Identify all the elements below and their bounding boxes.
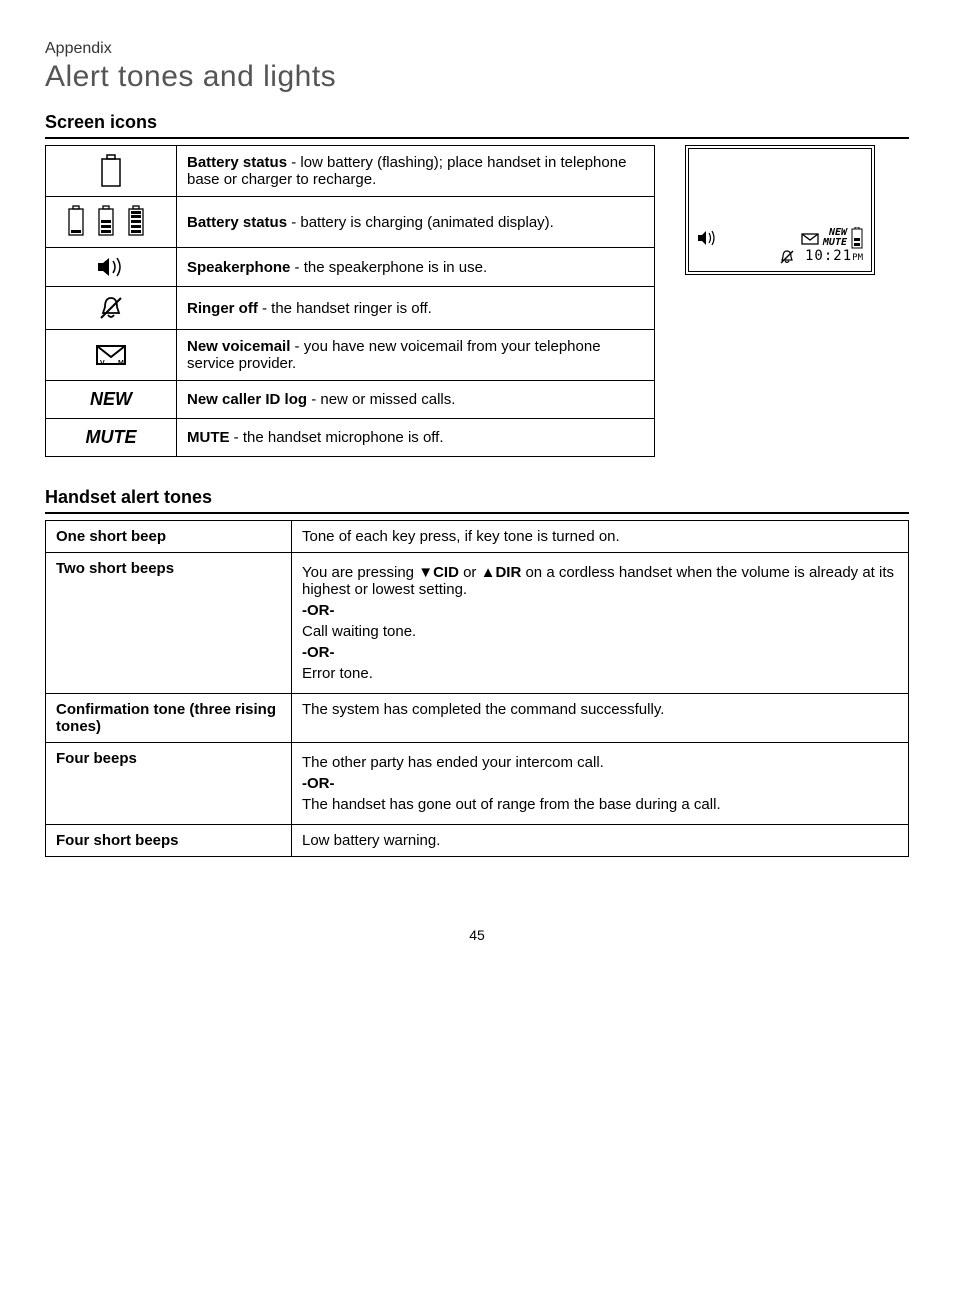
table-row: Battery status - low battery (flashing);… <box>46 146 655 197</box>
cid-label: CID <box>433 564 459 581</box>
display-ampm: PM <box>852 253 863 263</box>
text: or <box>459 564 481 581</box>
tone-desc: You are pressing ▼CID or ▲DIR on a cordl… <box>292 553 909 694</box>
speakerphone-icon <box>96 258 126 275</box>
battery-charging-title: Battery status <box>187 214 287 231</box>
tone-name: Two short beeps <box>46 553 292 694</box>
or-label: -OR- <box>302 775 898 792</box>
svg-text:M: M <box>118 360 124 366</box>
text: Error tone. <box>302 665 898 682</box>
tone-name: One short beep <box>46 521 292 553</box>
new-cid-desc: - new or missed calls. <box>307 391 455 408</box>
new-label: NEW <box>90 389 132 409</box>
new-cid-title: New caller ID log <box>187 391 307 408</box>
table-row: MUTE MUTE - the handset microphone is of… <box>46 419 655 457</box>
screen-icons-table: Battery status - low battery (flashing);… <box>45 145 655 457</box>
ringer-off-desc: - the handset ringer is off. <box>258 300 432 317</box>
tone-desc: Low battery warning. <box>292 825 909 857</box>
section-screen-icons: Screen icons <box>45 112 909 139</box>
speakerphone-title: Speakerphone <box>187 259 290 276</box>
battery-charging-desc: - battery is charging (animated display)… <box>287 214 554 231</box>
table-row: NEW New caller ID log - new or missed ca… <box>46 381 655 419</box>
text: Call waiting tone. <box>302 623 898 640</box>
tone-name: Four short beeps <box>46 825 292 857</box>
table-row: Ringer off - the handset ringer is off. <box>46 287 655 330</box>
dir-label: DIR <box>495 564 521 581</box>
or-label: -OR- <box>302 602 898 619</box>
display-battery-icon <box>851 227 863 249</box>
appendix-label: Appendix <box>45 40 909 58</box>
voicemail-icon: VM <box>95 346 127 363</box>
display-time: 10:21 <box>805 248 852 264</box>
battery-low-title: Battery status <box>187 154 287 171</box>
handset-display: NEW MUTE 10:21PM <box>685 145 875 275</box>
table-row: Four short beeps Low battery warning. <box>46 825 909 857</box>
table-row: VM New voicemail - you have new voicemai… <box>46 330 655 381</box>
mute-title: MUTE <box>187 429 230 446</box>
table-row: One short beep Tone of each key press, i… <box>46 521 909 553</box>
ringer-off-title: Ringer off <box>187 300 258 317</box>
tone-desc: The other party has ended your intercom … <box>292 743 909 825</box>
display-speaker-icon <box>697 230 719 246</box>
text: The other party has ended your intercom … <box>302 754 898 771</box>
tone-name: Confirmation tone (three rising tones) <box>46 694 292 743</box>
table-row: Confirmation tone (three rising tones) T… <box>46 694 909 743</box>
ringer-off-icon <box>98 299 124 316</box>
svg-text:V: V <box>100 360 105 366</box>
section-handset-alert-tones: Handset alert tones <box>45 487 909 514</box>
display-bell-off-icon <box>779 249 795 265</box>
table-row: Speakerphone - the speakerphone is in us… <box>46 248 655 287</box>
table-row: Four beeps The other party has ended you… <box>46 743 909 825</box>
page-number: 45 <box>45 927 909 943</box>
table-row: Two short beeps You are pressing ▼CID or… <box>46 553 909 694</box>
page-title: Alert tones and lights <box>45 60 909 94</box>
tone-desc: Tone of each key press, if key tone is t… <box>292 521 909 553</box>
alert-tones-table: One short beep Tone of each key press, i… <box>45 520 909 857</box>
tone-desc: The system has completed the command suc… <box>292 694 909 743</box>
mute-desc: - the handset microphone is off. <box>230 429 444 446</box>
voicemail-title: New voicemail <box>187 338 290 355</box>
battery-low-icon <box>98 162 124 179</box>
speakerphone-desc: - the speakerphone is in use. <box>290 259 487 276</box>
up-triangle-icon: ▲ <box>481 564 496 581</box>
display-mute-label: MUTE <box>823 238 847 248</box>
text: You are pressing <box>302 564 418 581</box>
mute-label: MUTE <box>86 427 137 447</box>
display-envelope-icon <box>801 231 819 245</box>
table-row: Battery status - battery is charging (an… <box>46 197 655 248</box>
text: The handset has gone out of range from t… <box>302 796 898 813</box>
tone-name: Four beeps <box>46 743 292 825</box>
or-label: -OR- <box>302 644 898 661</box>
down-triangle-icon: ▼ <box>418 564 433 581</box>
battery-charging-icon <box>66 213 156 230</box>
